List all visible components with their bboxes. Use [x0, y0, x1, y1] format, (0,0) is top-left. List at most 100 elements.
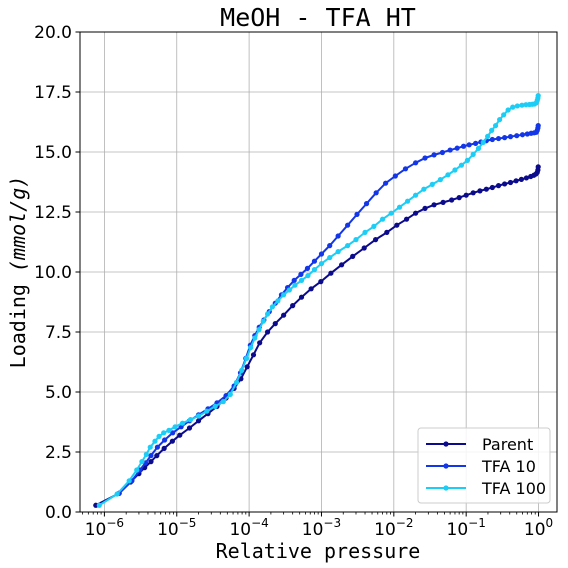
x-tick-exponent: −6: [106, 516, 124, 530]
data-point-tfa-10: [291, 277, 297, 283]
data-point-tfa-100: [480, 139, 486, 145]
data-point-tfa-100: [458, 162, 465, 168]
data-point-tfa-10: [439, 149, 446, 156]
data-point-tfa-100: [243, 355, 250, 361]
data-point-parent: [477, 188, 483, 194]
y-axis-ticks: 0.0 2.5 5.0 7.5 10.0 12.5 15.0 17.5 20.0: [34, 23, 80, 523]
data-point-tfa-10: [447, 147, 453, 153]
data-point-parent: [290, 303, 296, 309]
data-point-parent: [264, 329, 271, 335]
legend-label: TFA 10: [481, 457, 536, 476]
data-point-parent: [161, 445, 167, 451]
data-point-tfa-10: [473, 140, 479, 146]
legend-item-tfa-100: TFA 100: [426, 479, 546, 498]
data-point-tfa-100: [239, 367, 245, 373]
data-point-tfa-100: [166, 427, 172, 433]
x-tick-label: 100: [524, 516, 553, 540]
data-point-tfa-10: [148, 453, 154, 459]
legend-item-tfa-10: TFA 10: [426, 457, 536, 476]
y-tick-label: 0.0: [45, 503, 72, 523]
series-line-parent: [95, 166, 540, 507]
data-point-tfa-100: [353, 237, 359, 243]
data-point-tfa-100: [126, 478, 132, 484]
y-axis-label-unit: (mmol/g): [6, 176, 30, 272]
data-point-parent: [298, 294, 305, 300]
y-tick-label: 10.0: [34, 263, 72, 283]
x-tick-exponent: 0: [546, 516, 554, 530]
data-point-tfa-10: [454, 145, 460, 151]
x-tick-base: 10: [229, 520, 251, 540]
data-point-tfa-100: [298, 277, 305, 283]
x-tick-label: 10−3: [302, 516, 341, 540]
data-point-tfa-100: [212, 403, 218, 409]
data-point-tfa-10: [392, 173, 398, 179]
data-point-tfa-100: [388, 210, 394, 216]
data-point-tfa-10: [311, 258, 318, 264]
data-point-parent: [413, 210, 419, 216]
data-point-tfa-100: [269, 304, 276, 310]
data-point-parent: [431, 202, 437, 208]
x-tick-base: 10: [524, 520, 546, 540]
data-point-tfa-10: [431, 152, 437, 158]
data-point-parent: [154, 453, 160, 459]
data-point-tfa-100: [371, 223, 377, 229]
x-tick-label: 10−1: [447, 516, 486, 540]
data-point-parent: [148, 459, 154, 465]
data-point-tfa-10: [466, 142, 472, 148]
series-tfa-100: [96, 93, 541, 508]
x-tick-label: 10−6: [85, 516, 124, 540]
data-point-tfa-100: [252, 335, 258, 341]
data-point-tfa-100: [187, 417, 194, 423]
data-point-tfa-10: [383, 180, 389, 186]
grid: [80, 31, 557, 513]
data-point-parent: [507, 179, 514, 186]
x-tick-base: 10: [85, 520, 107, 540]
y-tick-label: 12.5: [34, 203, 72, 223]
data-point-tfa-100: [152, 438, 158, 444]
data-point-parent: [250, 352, 257, 358]
data-point-tfa-10: [507, 134, 514, 140]
data-point-parent: [169, 438, 175, 444]
x-tick-exponent: −1: [468, 516, 486, 530]
data-point-tfa-100: [452, 167, 458, 173]
data-point-parent: [483, 186, 489, 192]
data-point-parent: [440, 199, 446, 205]
data-point-tfa-100: [470, 151, 476, 157]
data-point-tfa-10: [335, 233, 341, 239]
data-point-parent: [328, 270, 334, 276]
data-point-tfa-100: [281, 292, 287, 298]
data-point-tfa-100: [362, 229, 368, 235]
data-point-tfa-100: [464, 157, 471, 163]
data-point-parent: [403, 216, 410, 222]
data-point-tfa-10: [402, 166, 409, 172]
data-point-parent: [495, 183, 502, 189]
data-point-tfa-100: [220, 399, 226, 405]
data-point-tfa-10: [304, 265, 311, 271]
data-point-tfa-10: [354, 211, 360, 217]
data-point-parent: [186, 425, 193, 431]
legend: Parent TFA 10 TFA 100: [417, 427, 551, 504]
data-point-parent: [394, 222, 400, 228]
data-point-tfa-100: [161, 430, 167, 436]
data-point-tfa-10: [514, 133, 520, 139]
x-axis-label: Relative pressure: [216, 539, 421, 563]
data-point-parent: [272, 321, 278, 327]
data-point-tfa-10: [345, 222, 351, 228]
x-tick-base: 10: [374, 520, 396, 540]
data-point-parent: [177, 432, 183, 438]
data-point-tfa-10: [535, 123, 541, 129]
x-axis-ticks: 10−6 10−5 10−4 10−3 10−2 10−1 100: [82, 512, 553, 540]
data-point-parent: [318, 279, 324, 285]
data-point-tfa-10: [327, 243, 333, 249]
y-tick-label: 15.0: [34, 143, 72, 163]
data-point-tfa-100: [227, 391, 233, 397]
data-point-tfa-100: [305, 273, 311, 279]
data-point-tfa-100: [335, 249, 341, 255]
data-point-tfa-10: [422, 155, 428, 161]
data-point-tfa-10: [162, 437, 168, 443]
data-point-tfa-10: [373, 190, 379, 196]
data-point-parent: [535, 164, 541, 170]
data-point-parent: [456, 195, 462, 201]
y-axis-label: Loading (mmol/g): [6, 176, 30, 369]
